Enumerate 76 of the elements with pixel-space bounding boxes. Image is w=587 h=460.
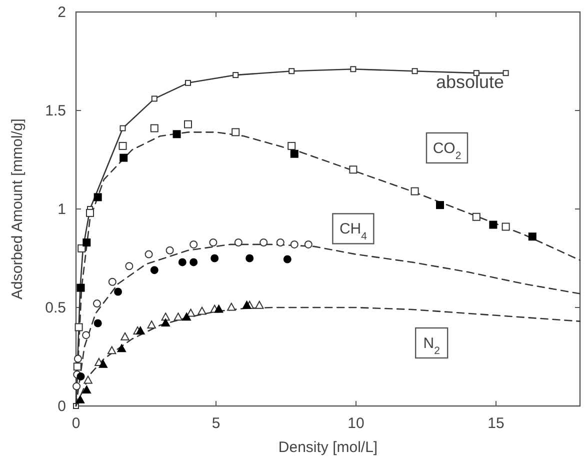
point xyxy=(72,382,81,390)
point xyxy=(283,255,292,264)
x-tick-label: 5 xyxy=(212,415,220,432)
point xyxy=(304,240,312,248)
point xyxy=(190,258,198,266)
annotation: N$_{2}$ xyxy=(423,334,440,357)
point xyxy=(114,288,122,296)
y-tick-label: 1.5 xyxy=(45,102,66,120)
point xyxy=(107,346,116,354)
point xyxy=(94,319,102,328)
point xyxy=(161,312,170,321)
point xyxy=(120,154,128,162)
point xyxy=(255,300,264,309)
point xyxy=(410,187,419,196)
point xyxy=(182,312,191,321)
y-tick-label: 0 xyxy=(58,398,66,415)
point xyxy=(118,142,127,150)
point xyxy=(242,300,252,309)
point xyxy=(78,244,86,252)
point xyxy=(185,80,191,86)
point xyxy=(288,68,295,74)
point xyxy=(117,344,126,352)
point xyxy=(76,372,85,380)
point xyxy=(174,312,183,321)
point xyxy=(84,376,92,384)
point xyxy=(349,166,358,174)
point xyxy=(436,201,444,210)
y-tick-label: 2 xyxy=(58,4,66,21)
point xyxy=(82,386,91,394)
point xyxy=(210,254,219,262)
point xyxy=(502,70,509,76)
point xyxy=(276,238,284,246)
point xyxy=(76,395,85,404)
point xyxy=(184,120,192,128)
point xyxy=(147,320,156,329)
point xyxy=(172,130,181,138)
point xyxy=(290,240,298,248)
point xyxy=(94,193,102,202)
y-tick-label: 0.5 xyxy=(45,300,66,316)
point xyxy=(246,254,254,262)
point xyxy=(489,220,498,229)
annotation: absolute xyxy=(436,72,504,92)
point xyxy=(502,222,510,231)
point xyxy=(161,318,170,327)
x-axis-title: Density [mol/L] xyxy=(278,439,378,456)
point xyxy=(232,128,240,136)
point xyxy=(74,354,82,363)
point xyxy=(198,306,206,315)
point xyxy=(120,125,126,132)
point xyxy=(98,360,108,368)
point xyxy=(108,278,116,286)
point xyxy=(350,66,356,72)
point xyxy=(528,232,536,241)
annotation: CO$_{2}$ xyxy=(432,140,462,162)
y-axis-title: Adsorbed Amount [mmol/g] xyxy=(9,118,26,300)
point xyxy=(412,68,418,74)
y-tick-label: 1 xyxy=(58,201,66,218)
point xyxy=(232,72,239,78)
point xyxy=(120,332,130,340)
point xyxy=(86,208,94,217)
point xyxy=(151,96,158,102)
point xyxy=(136,326,145,334)
point xyxy=(290,150,298,158)
point xyxy=(288,142,296,150)
point xyxy=(82,331,90,340)
point xyxy=(472,212,480,221)
point xyxy=(214,304,224,313)
point xyxy=(150,266,158,274)
point xyxy=(227,302,236,311)
x-tick-label: 15 xyxy=(488,415,504,432)
x-tick-label: 10 xyxy=(348,415,364,432)
annotation: CH$_{4}$ xyxy=(339,220,368,243)
x-tick-label: 0 xyxy=(72,415,80,432)
point xyxy=(150,124,158,132)
point xyxy=(178,258,186,266)
point xyxy=(82,238,91,246)
